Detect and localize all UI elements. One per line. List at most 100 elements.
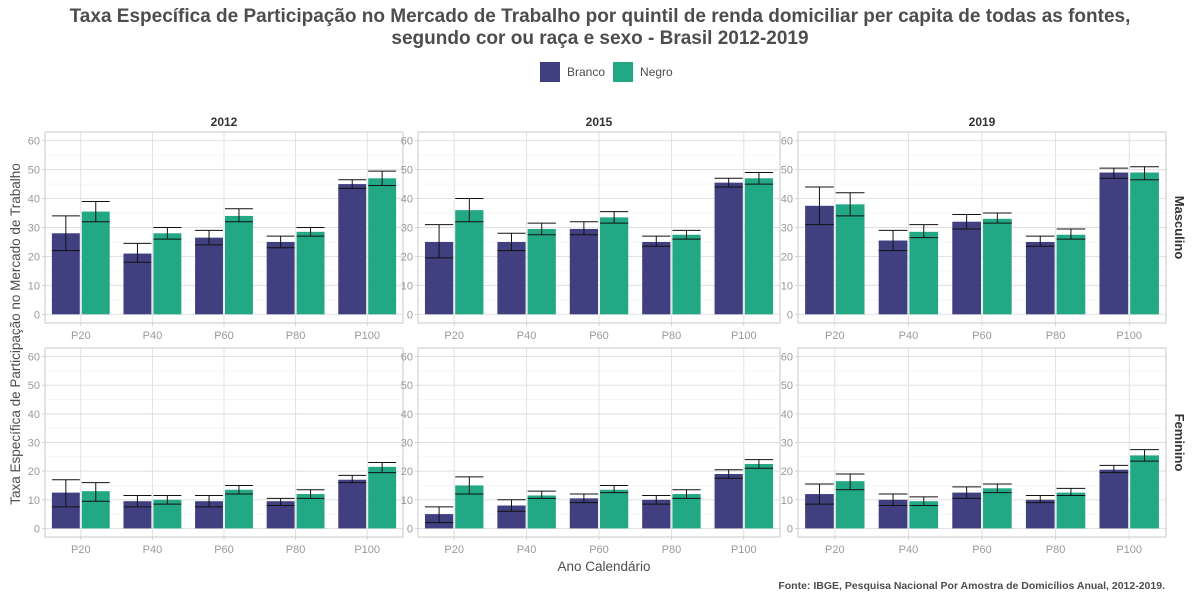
bar-negro-p80	[1056, 234, 1086, 315]
bar-negro-p60	[600, 217, 629, 315]
bar-negro-p60	[600, 489, 629, 529]
panel-border	[797, 131, 1167, 324]
bar-negro-p80	[296, 231, 325, 315]
panel-border	[417, 347, 781, 538]
bar-negro-p100	[744, 463, 774, 529]
bar-negro-p40	[527, 228, 556, 315]
x-tick-label-p60: P60	[589, 544, 609, 556]
x-tick-label-p20: P20	[444, 330, 464, 342]
chart-title-line-2: segundo cor ou raça e sexo - Brasil 2012…	[391, 28, 809, 49]
bar-negro-p60	[983, 218, 1012, 315]
bar-negro-p80	[672, 234, 701, 315]
x-tick-label-p40: P40	[899, 330, 919, 342]
panel-masculino-2019: 0 10 20 30 40 50 60 P20 P40 P60 P80 P100	[781, 131, 1167, 342]
legend-key-negro	[613, 62, 634, 82]
y-tick-label: 10	[401, 495, 413, 507]
y-tick-label: 60	[401, 136, 413, 148]
y-tick-label: 60	[781, 352, 793, 364]
bar-branco-p100	[714, 474, 743, 529]
x-tick-label-p20: P20	[444, 544, 464, 556]
panel-border	[44, 347, 404, 538]
x-tick-label-p20: P20	[825, 544, 845, 556]
y-tick-label: 10	[781, 280, 793, 292]
y-tick-label: 20	[28, 251, 40, 263]
y-tick-label: 0	[34, 523, 40, 535]
y-tick-label: 0	[34, 309, 40, 321]
x-tick-label-p60: P60	[214, 330, 234, 342]
bar-negro-p40	[909, 231, 939, 315]
x-tick-label-p60: P60	[214, 544, 234, 556]
x-tick-label-p80: P80	[662, 544, 682, 556]
strip-label-masculino: Masculino	[1172, 196, 1187, 260]
bar-negro-p60	[225, 489, 253, 529]
y-tick-label: 10	[28, 495, 40, 507]
x-tick-label-p100: P100	[731, 544, 757, 556]
bar-negro-p100	[1130, 172, 1159, 315]
legend-label-branco: Branco	[567, 65, 606, 79]
y-tick-label: 10	[28, 280, 40, 292]
bar-negro-p100	[368, 178, 397, 315]
y-tick-label: 30	[401, 438, 413, 450]
bar-negro-p80	[672, 494, 701, 529]
legend-key-branco	[540, 62, 560, 82]
y-tick-label: 20	[781, 466, 793, 478]
x-tick-label-p80: P80	[286, 544, 306, 556]
y-tick-label: 20	[28, 466, 40, 478]
bar-branco-p80	[266, 241, 295, 315]
x-tick-label-p40: P40	[517, 330, 537, 342]
y-tick-label: 40	[781, 409, 793, 421]
bar-negro-p100	[368, 466, 397, 529]
source-caption: Fonte: IBGE, Pesquisa Nacional Por Amost…	[778, 580, 1165, 592]
y-tick-label: 40	[401, 409, 413, 421]
panel-feminino-2012: 0 10 20 30 40 50 60 P20 P40 P60 P80 P100	[28, 347, 404, 556]
panel-border	[44, 131, 404, 324]
x-tick-label-p80: P80	[662, 330, 682, 342]
bar-branco-p40	[123, 253, 152, 315]
strip-label-feminino: Feminino	[1172, 414, 1187, 472]
bar-branco-p100	[338, 479, 367, 529]
y-tick-label: 60	[401, 352, 413, 364]
panel-feminino-2015: 0 10 20 30 40 50 60 P20 P40 P60 P80 P100	[401, 347, 781, 556]
y-tick-label: 60	[28, 136, 40, 148]
x-tick-label-p100: P100	[1116, 330, 1142, 342]
bar-negro-p100	[1130, 455, 1159, 529]
bar-negro-p80	[296, 494, 325, 529]
strip-label-2019: 2019	[969, 115, 996, 129]
y-tick-label: 20	[781, 251, 793, 263]
bar-branco-p100	[714, 182, 743, 315]
bar-negro-p20	[455, 210, 484, 315]
y-tick-label: 30	[781, 223, 793, 235]
bar-negro-p60	[983, 488, 1012, 529]
bar-branco-p60	[952, 221, 981, 315]
bar-branco-p80	[1025, 241, 1055, 315]
y-tick-label: 0	[407, 523, 413, 535]
x-tick-label-p80: P80	[1046, 330, 1066, 342]
y-tick-label: 0	[407, 309, 413, 321]
y-tick-label: 40	[28, 409, 40, 421]
y-tick-label: 50	[401, 165, 413, 177]
y-tick-label: 60	[28, 352, 40, 364]
y-tick-label: 10	[781, 495, 793, 507]
bar-negro-p20	[835, 204, 865, 315]
y-tick-label: 40	[781, 194, 793, 206]
panel-feminino-2019: 0 10 20 30 40 50 60 P20 P40 P60 P80 P100	[781, 347, 1167, 556]
bar-negro-p60	[225, 215, 253, 315]
bar-branco-p60	[195, 237, 223, 315]
y-tick-label: 50	[781, 380, 793, 392]
legend: Branco Negro	[540, 61, 681, 83]
y-tick-label: 20	[401, 251, 413, 263]
bar-branco-p60	[569, 228, 598, 315]
x-tick-label-p20: P20	[825, 330, 845, 342]
bar-negro-p40	[153, 233, 182, 315]
y-tick-label: 30	[28, 438, 40, 450]
x-tick-label-p100: P100	[731, 330, 757, 342]
x-tick-label-p60: P60	[589, 330, 609, 342]
y-tick-label: 50	[28, 165, 40, 177]
bar-negro-p80	[1056, 492, 1086, 529]
x-tick-label-p40: P40	[143, 330, 163, 342]
x-tick-label-p40: P40	[143, 544, 163, 556]
x-tick-label-p100: P100	[354, 544, 380, 556]
bar-branco-p40	[497, 241, 526, 315]
y-tick-label: 10	[401, 280, 413, 292]
